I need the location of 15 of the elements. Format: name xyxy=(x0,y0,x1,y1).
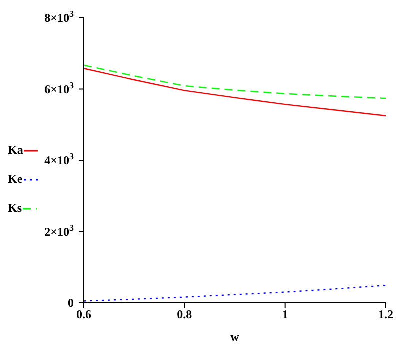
y-tick-label: 2×10$^{3}$ xyxy=(44,222,74,239)
x-tick-label: 1 xyxy=(282,308,288,322)
line-series xyxy=(84,68,386,117)
legend-label: Ke xyxy=(8,172,23,187)
x-tick-label: 1.2 xyxy=(378,308,394,322)
line-series xyxy=(84,64,386,100)
legend-label: Ks xyxy=(8,201,22,216)
x-tick-label: 0.8 xyxy=(177,308,192,322)
x-tick-label: 0.6 xyxy=(76,308,92,322)
legend-label: Ka xyxy=(8,143,24,158)
y-tick-label: 0 xyxy=(68,296,74,310)
y-tick-label: 6×10$^{3}$ xyxy=(44,80,74,96)
y-tick-label: 4×10$^{3}$ xyxy=(44,152,74,168)
x-axis-title: w xyxy=(230,330,240,344)
y-tick-label: 8×10$^{3}$ xyxy=(44,9,74,25)
